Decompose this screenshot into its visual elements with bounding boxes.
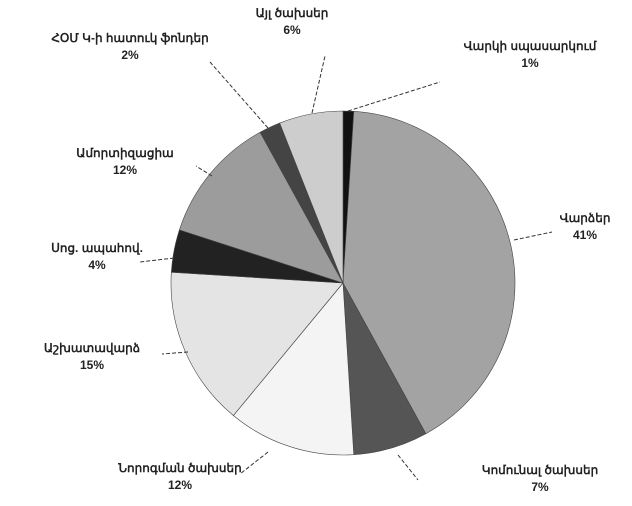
- pie-slice: [170, 271, 344, 416]
- slice-name: Ամորտիզացիա: [76, 146, 174, 160]
- pie-slice: [179, 131, 344, 284]
- slice-percent: 15%: [79, 358, 105, 372]
- slice-name: Աշխատավարձ: [43, 341, 141, 355]
- pie-slice: [279, 110, 344, 284]
- slices: [170, 110, 516, 456]
- slice-label: Աշխատավարձ 15%: [17, 340, 167, 374]
- slice-label: ՀՕՄ Կ-ի հատուկ ֆոնդեր 2%: [50, 30, 210, 64]
- slice-percent: 7%: [531, 480, 549, 494]
- slice-percent: 4%: [88, 258, 106, 272]
- slice-label: Վարձեր 41%: [525, 210, 632, 244]
- slice-label: Նորոգման ծախսեր 12%: [100, 460, 260, 494]
- slice-label: Սոց. ապահով. 4%: [37, 240, 157, 274]
- leader-line: [347, 81, 441, 112]
- pie-slice: [232, 282, 355, 456]
- slice-name: ՀՕՄ Կ-ի հատուկ ֆոնդեր: [51, 31, 209, 45]
- slice-label: Կոմունալ ծախսեր 7%: [450, 462, 630, 496]
- slice-name: Վարձեր: [559, 211, 611, 225]
- slice-label: Ամորտիզացիա 12%: [45, 145, 205, 179]
- slice-percent: 41%: [572, 228, 598, 242]
- slice-name: Վարկի սպասարկում: [463, 39, 597, 53]
- pie-slice: [342, 111, 516, 435]
- slice-name: Այլ ծախսեր: [255, 6, 329, 20]
- slice-name: Նորոգման ծախսեր: [118, 461, 242, 475]
- slice-percent: 2%: [121, 48, 139, 62]
- slice-name: Սոց. ապահով.: [51, 241, 143, 255]
- leader-line: [513, 231, 553, 241]
- leader-line: [161, 351, 189, 355]
- leader-line: [209, 61, 269, 129]
- leader-line: [195, 165, 213, 177]
- slice-percent: 1%: [521, 56, 539, 70]
- slice-percent: 12%: [167, 478, 193, 492]
- slice-percent: 12%: [112, 163, 138, 177]
- slice-label: Այլ ծախսեր 6%: [227, 5, 357, 39]
- leader-lines: [139, 55, 553, 481]
- leader-line: [397, 454, 419, 481]
- slice-percent: 6%: [283, 23, 301, 37]
- slice-name: Կոմունալ ծախսեր: [481, 463, 599, 477]
- slice-label: Վարկի սպասարկում 1%: [430, 38, 630, 72]
- leader-line: [311, 55, 326, 114]
